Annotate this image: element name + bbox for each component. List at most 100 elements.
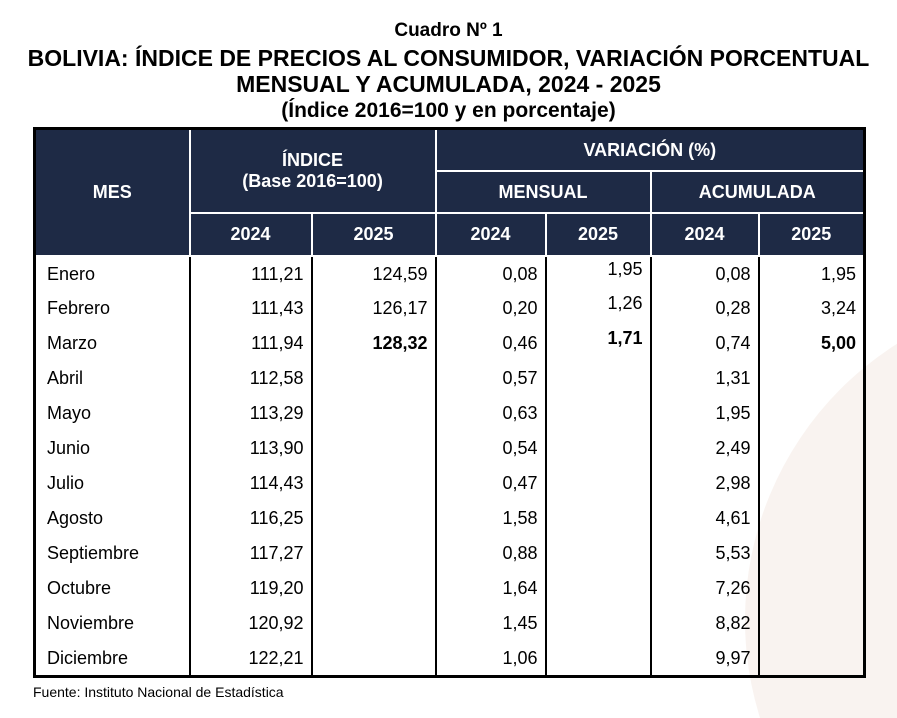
year-header-acumulada-2025: 2025 bbox=[757, 212, 866, 258]
cell-mensual-2024: 1,58 bbox=[434, 501, 547, 537]
cell-month: Febrero bbox=[33, 291, 191, 327]
cell-acumulada-2025 bbox=[757, 641, 866, 677]
cell-acumulada-2024: 2,49 bbox=[649, 431, 760, 467]
cell-mensual-2025 bbox=[544, 606, 652, 642]
cell-indice-2025 bbox=[310, 641, 437, 677]
cell-mensual-2025 bbox=[544, 431, 652, 467]
cell-indice-2024: 116,25 bbox=[188, 501, 313, 537]
col-header-mensual: MENSUAL bbox=[434, 170, 652, 215]
cell-mensual-2024: 0,54 bbox=[434, 431, 547, 467]
cell-month: Octubre bbox=[33, 571, 191, 607]
source-note: Fuente: Instituto Nacional de Estadístic… bbox=[33, 683, 284, 700]
cell-mensual-2025 bbox=[544, 396, 652, 432]
cell-acumulada-2025: 5,00 bbox=[757, 326, 866, 362]
cell-indice-2024: 111,94 bbox=[188, 326, 313, 362]
cell-indice-2025 bbox=[310, 466, 437, 502]
cell-indice-2025 bbox=[310, 396, 437, 432]
cell-acumulada-2025 bbox=[757, 606, 866, 642]
page-title-line1: BOLIVIA: ÍNDICE DE PRECIOS AL CONSUMIDOR… bbox=[27, 44, 870, 71]
cell-month: Diciembre bbox=[33, 641, 191, 677]
cell-mensual-2024: 0,46 bbox=[434, 326, 547, 362]
table-row: Junio 113,90 0,54 2,49 bbox=[33, 431, 866, 467]
cell-acumulada-2024: 8,82 bbox=[649, 606, 760, 642]
cell-acumulada-2024: 1,95 bbox=[649, 396, 760, 432]
table-number: Cuadro Nº 1 bbox=[394, 20, 503, 41]
cell-month: Marzo bbox=[33, 326, 191, 362]
cell-indice-2025 bbox=[310, 431, 437, 467]
cell-month: Abril bbox=[33, 361, 191, 397]
cell-indice-2024: 122,21 bbox=[188, 641, 313, 677]
table-row: Marzo 111,94 128,32 0,46 1,71 0,74 5,00 bbox=[33, 326, 866, 362]
table-row: Septiembre 117,27 0,88 5,53 bbox=[33, 536, 866, 572]
cell-acumulada-2024: 0,74 bbox=[649, 326, 760, 362]
cell-acumulada-2025 bbox=[757, 571, 866, 607]
year-header-acumulada-2024: 2024 bbox=[649, 212, 760, 258]
cell-indice-2024: 111,43 bbox=[188, 291, 313, 327]
cell-acumulada-2024: 4,61 bbox=[649, 501, 760, 537]
table-row: Diciembre 122,21 1,06 9,97 bbox=[33, 641, 866, 677]
cell-acumulada-2025 bbox=[757, 361, 866, 397]
cpi-table: MES ÍNDICE (Base 2016=100) VARIACIÓN (%)… bbox=[33, 126, 867, 678]
cell-indice-2024: 114,43 bbox=[188, 466, 313, 502]
cell-mensual-2024: 0,08 bbox=[434, 256, 547, 292]
col-header-indice: ÍNDICE (Base 2016=100) bbox=[188, 127, 437, 215]
table-row: Agosto 116,25 1,58 4,61 bbox=[33, 501, 866, 537]
cell-acumulada-2024: 9,97 bbox=[649, 641, 760, 677]
cell-month: Mayo bbox=[33, 396, 191, 432]
cell-indice-2024: 117,27 bbox=[188, 536, 313, 572]
cell-mensual-2025 bbox=[544, 361, 652, 397]
col-header-acumulada: ACUMULADA bbox=[649, 170, 866, 215]
cell-mensual-2025 bbox=[544, 571, 652, 607]
cell-acumulada-2024: 0,08 bbox=[649, 256, 760, 292]
cell-indice-2024: 113,29 bbox=[188, 396, 313, 432]
col-header-mes: MES bbox=[33, 127, 191, 258]
cell-month: Agosto bbox=[33, 501, 191, 537]
page-title-line2: MENSUAL Y ACUMULADA, 2024 - 2025 bbox=[236, 71, 661, 98]
cell-acumulada-2024: 0,28 bbox=[649, 291, 760, 327]
cell-acumulada-2024: 2,98 bbox=[649, 466, 760, 502]
cell-acumulada-2025 bbox=[757, 536, 866, 572]
cell-indice-2025 bbox=[310, 536, 437, 572]
cell-indice-2025: 128,32 bbox=[310, 326, 437, 362]
cell-acumulada-2025 bbox=[757, 501, 866, 537]
cell-acumulada-2024: 1,31 bbox=[649, 361, 760, 397]
cell-mensual-2024: 0,88 bbox=[434, 536, 547, 572]
cell-month: Julio bbox=[33, 466, 191, 502]
indice-subtitle: (Base 2016=100) bbox=[242, 171, 383, 192]
year-header-mensual-2025: 2025 bbox=[544, 212, 652, 258]
header-row-years: 2024 2025 2024 2025 2024 2025 bbox=[35, 212, 866, 258]
cell-acumulada-2024: 5,53 bbox=[649, 536, 760, 572]
cell-indice-2025 bbox=[310, 361, 437, 397]
cell-month: Noviembre bbox=[33, 606, 191, 642]
cell-mensual-2025 bbox=[544, 466, 652, 502]
cell-mensual-2024: 1,06 bbox=[434, 641, 547, 677]
cell-indice-2024: 119,20 bbox=[188, 571, 313, 607]
header-row-groups: MES ÍNDICE (Base 2016=100) VARIACIÓN (%) bbox=[33, 127, 866, 258]
table-row: Febrero 111,43 126,17 0,20 1,26 0,28 3,2… bbox=[33, 291, 866, 327]
cell-month: Enero bbox=[33, 256, 191, 292]
table-row: Enero 111,21 124,59 0,08 1,95 0,08 1,95 bbox=[33, 256, 866, 292]
cell-acumulada-2025 bbox=[757, 466, 866, 502]
cell-indice-2025: 124,59 bbox=[310, 256, 437, 292]
cell-mensual-2025 bbox=[544, 501, 652, 537]
title-block: Cuadro Nº 1 BOLIVIA: ÍNDICE DE PRECIOS A… bbox=[0, 0, 897, 123]
table-body: Enero 111,21 124,59 0,08 1,95 0,08 1,95 … bbox=[33, 256, 866, 677]
cell-mensual-2024: 1,64 bbox=[434, 571, 547, 607]
year-header-mensual-2024: 2024 bbox=[434, 212, 547, 258]
cell-mensual-2024: 1,45 bbox=[434, 606, 547, 642]
page-subtitle: (Índice 2016=100 y en porcentaje) bbox=[281, 98, 616, 122]
cell-mensual-2024: 0,47 bbox=[434, 466, 547, 502]
cell-month: Junio bbox=[33, 431, 191, 467]
cell-indice-2025 bbox=[310, 501, 437, 537]
table-row: Abril 112,58 0,57 1,31 bbox=[33, 361, 866, 397]
cell-mensual-2024: 0,57 bbox=[434, 361, 547, 397]
cell-indice-2024: 112,58 bbox=[188, 361, 313, 397]
cell-mensual-2024: 0,63 bbox=[434, 396, 547, 432]
cell-acumulada-2025: 3,24 bbox=[757, 291, 866, 327]
table-row: Octubre 119,20 1,64 7,26 bbox=[33, 571, 866, 607]
table-row: Noviembre 120,92 1,45 8,82 bbox=[33, 606, 866, 642]
cell-mensual-2025: 1,71 bbox=[544, 326, 652, 362]
table-row: Julio 114,43 0,47 2,98 bbox=[33, 466, 866, 502]
year-header-indice-2024: 2024 bbox=[188, 212, 313, 258]
